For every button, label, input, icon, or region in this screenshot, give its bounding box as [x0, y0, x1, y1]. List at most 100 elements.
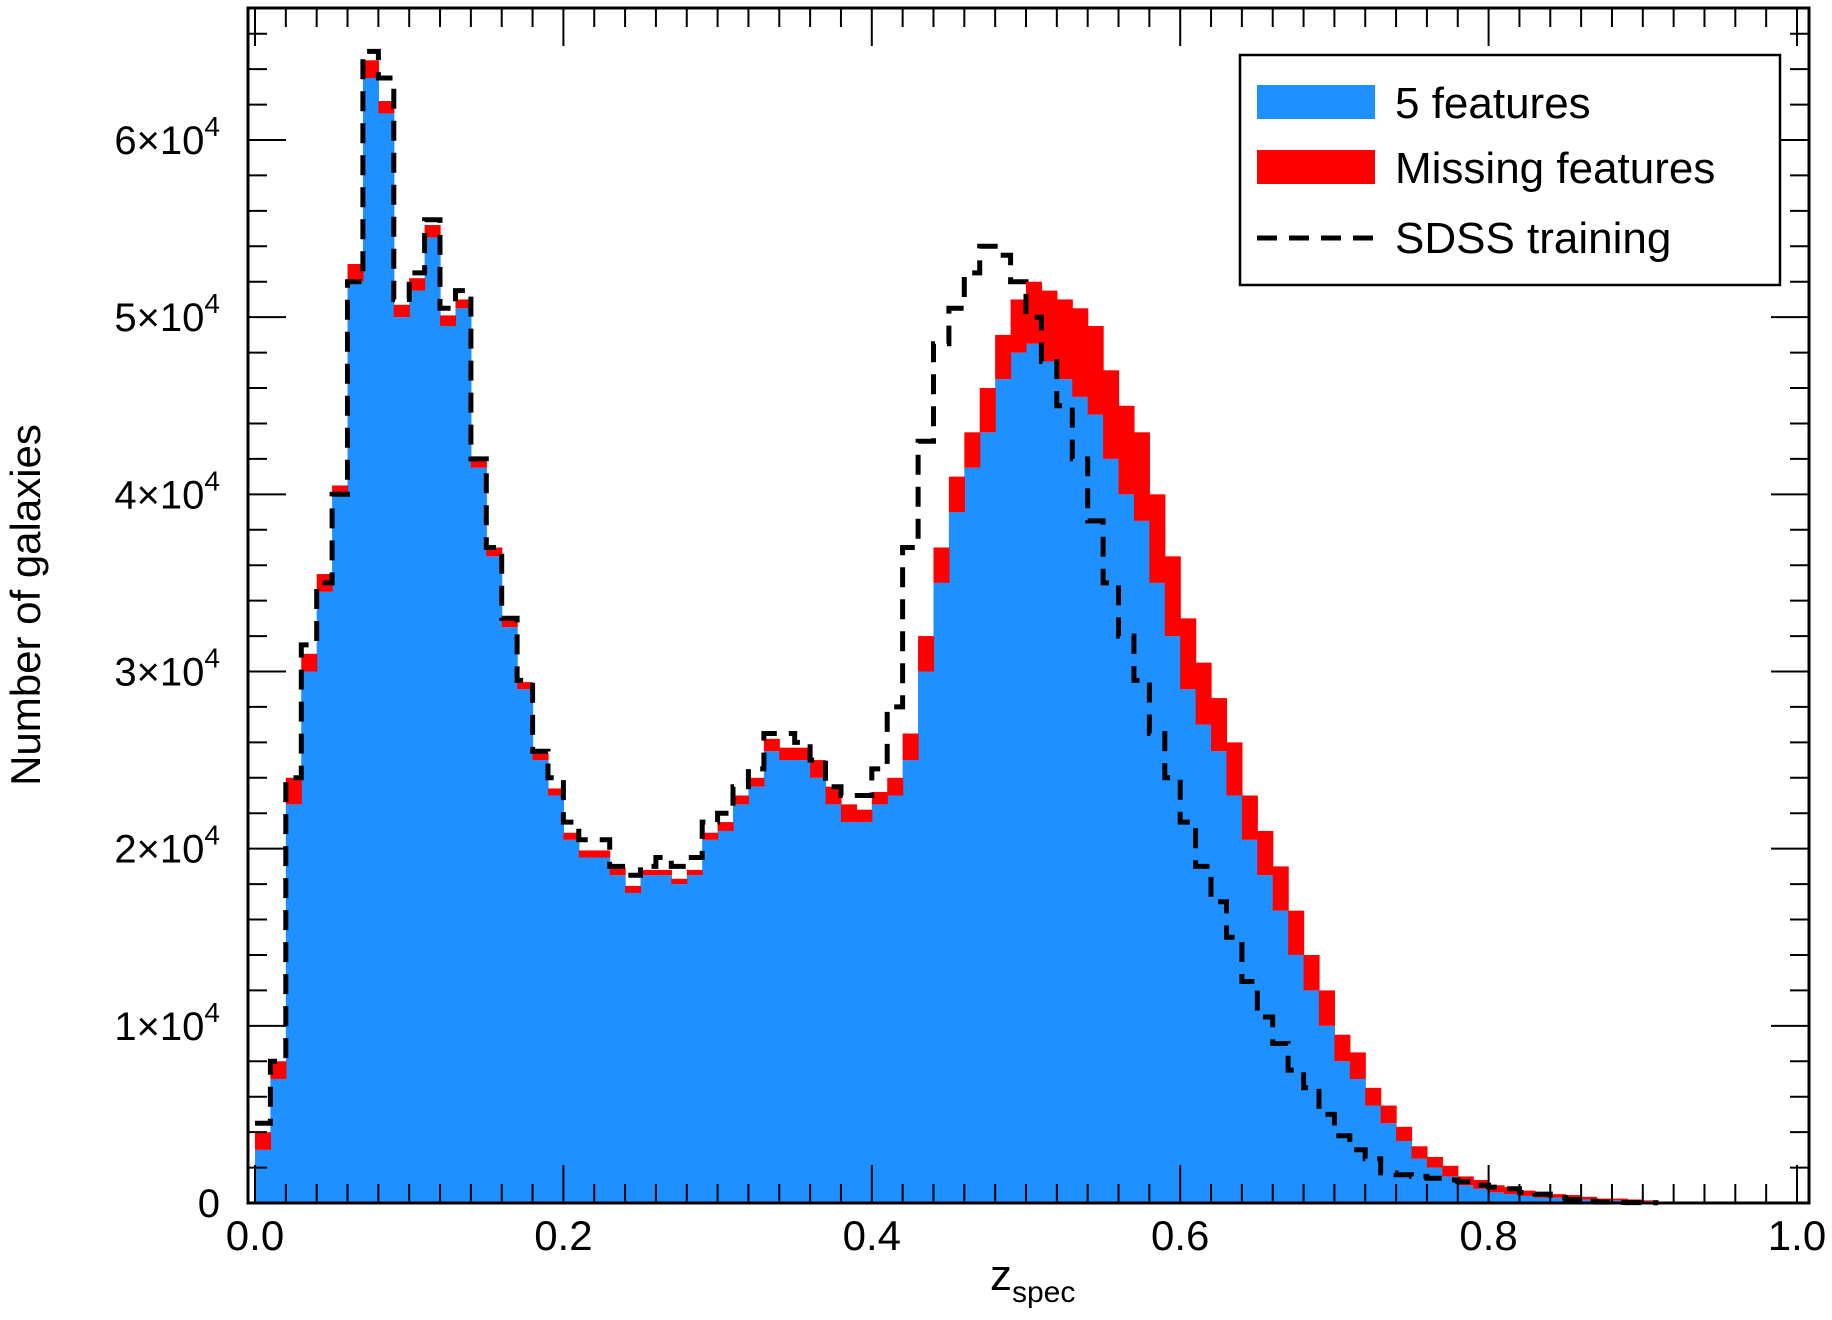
- y-tick-label: 2×104: [114, 820, 220, 872]
- five-features-bar: [1380, 1123, 1397, 1203]
- missing-features-bar: [470, 458, 487, 468]
- five-features-bar: [640, 875, 657, 1203]
- five-features-bar: [1010, 352, 1027, 1204]
- five-features-bar: [1103, 458, 1120, 1203]
- five-features-bar: [995, 379, 1012, 1203]
- five-features-bar: [1504, 1194, 1521, 1203]
- x-tick-label: 0.2: [534, 1212, 592, 1259]
- five-features-bar: [933, 582, 950, 1203]
- missing-features-bar: [362, 60, 379, 78]
- five-features-bar: [1396, 1140, 1413, 1203]
- missing-features-bar: [1550, 1194, 1567, 1198]
- missing-features-bar: [748, 777, 765, 787]
- missing-features-bar: [578, 850, 595, 858]
- x-tick-label: 0.6: [1151, 1212, 1209, 1259]
- missing-features-bar: [1118, 405, 1135, 495]
- missing-features-bar: [979, 388, 996, 433]
- five-features-bar: [1534, 1197, 1551, 1203]
- missing-features-bar: [440, 315, 457, 327]
- missing-features-bar: [887, 777, 904, 796]
- missing-features-bar: [517, 682, 534, 690]
- missing-features-bar: [1519, 1190, 1536, 1196]
- five-features-bar: [255, 1149, 272, 1203]
- missing-features-bar: [871, 791, 888, 805]
- y-tick-label: 1×104: [114, 997, 220, 1049]
- missing-features-bar: [856, 809, 873, 823]
- legend-label-five: 5 features: [1395, 79, 1591, 128]
- missing-features-bar: [301, 653, 318, 672]
- five-features-bar: [1195, 724, 1212, 1203]
- missing-features-bar: [1318, 990, 1335, 1026]
- five-features-bar: [702, 839, 719, 1203]
- five-features-bar: [1473, 1188, 1490, 1203]
- missing-features-bar: [810, 760, 827, 778]
- five-features-bar: [440, 326, 457, 1203]
- missing-features-bar: [1596, 1198, 1613, 1201]
- five-features-bar: [1349, 1078, 1366, 1203]
- five-features-bar: [1056, 379, 1073, 1203]
- five-features-bar: [1149, 582, 1166, 1203]
- five-features-bar: [1072, 396, 1089, 1203]
- missing-features-bar: [1349, 1052, 1366, 1079]
- missing-features-bar: [270, 1061, 287, 1079]
- missing-features-bar: [1241, 795, 1258, 840]
- five-features-bar: [1288, 954, 1305, 1203]
- y-axis-label: Number of galaxies: [2, 424, 49, 786]
- five-features-bar: [1133, 520, 1150, 1203]
- five-features-bar: [409, 290, 426, 1203]
- missing-features-bar: [1087, 326, 1104, 415]
- five-features-bar: [1226, 795, 1243, 1203]
- five-features-bar: [1488, 1192, 1505, 1203]
- five-features-bar: [733, 804, 750, 1203]
- five-features-bar: [378, 113, 395, 1203]
- five-features-bar: [902, 760, 919, 1203]
- five-features-bar: [1164, 636, 1181, 1203]
- missing-features-bar: [409, 278, 426, 291]
- missing-features-bar: [1041, 290, 1058, 362]
- five-features-bar: [609, 875, 626, 1203]
- five-features-bar: [1241, 839, 1258, 1203]
- five-features-bar: [856, 822, 873, 1203]
- five-features-bar: [779, 760, 796, 1203]
- axis-ticks: [248, 8, 1809, 1204]
- five-features-bar: [1272, 910, 1289, 1203]
- missing-features-bar: [1565, 1195, 1582, 1199]
- missing-features-bar: [609, 868, 626, 876]
- missing-features-bar: [332, 485, 349, 495]
- five-features-bar: [486, 556, 503, 1203]
- missing-features-bar: [1272, 866, 1289, 911]
- missing-features-bar: [717, 822, 734, 831]
- missing-features-bar: [1211, 698, 1228, 752]
- missing-features-bar: [1257, 830, 1274, 876]
- five-features-bar: [887, 795, 904, 1203]
- five-features-bar: [1334, 1061, 1351, 1203]
- missing-features-bar: [1334, 1034, 1351, 1062]
- five-features-bar: [316, 591, 333, 1203]
- missing-features-bars: [255, 60, 1659, 1202]
- missing-features-bar: [501, 618, 518, 628]
- five-features-bar: [301, 671, 318, 1203]
- five-features-bar: [1519, 1195, 1536, 1203]
- missing-features-bar: [547, 788, 564, 796]
- y-tick-label: 5×104: [114, 288, 220, 340]
- y-tick-label: 4×104: [114, 465, 220, 517]
- five-features-bar: [1581, 1199, 1598, 1203]
- five-features-bar: [871, 804, 888, 1203]
- y-tick-labels: 0 1×104 2×104 3×104 4×104 5×104 6×104: [114, 111, 220, 1226]
- legend-swatch-missing: [1257, 150, 1375, 184]
- missing-features-bar: [1581, 1196, 1598, 1200]
- five-features-bar: [517, 689, 534, 1203]
- x-tick-label: 0.8: [1459, 1212, 1517, 1259]
- five-features-bar: [547, 795, 564, 1203]
- five-features-bar: [918, 671, 935, 1203]
- five-features-bar: [1180, 689, 1197, 1203]
- missing-features-bar: [702, 832, 719, 840]
- five-features-bar: [1411, 1158, 1428, 1203]
- missing-features-bar: [933, 547, 950, 583]
- missing-features-bar: [1642, 1200, 1659, 1202]
- five-features-bar: [270, 1078, 287, 1203]
- five-features-bar: [1426, 1167, 1443, 1203]
- five-features-bar: [794, 760, 811, 1203]
- y-tick-label: 3×104: [114, 643, 220, 695]
- missing-features-bar: [995, 334, 1012, 380]
